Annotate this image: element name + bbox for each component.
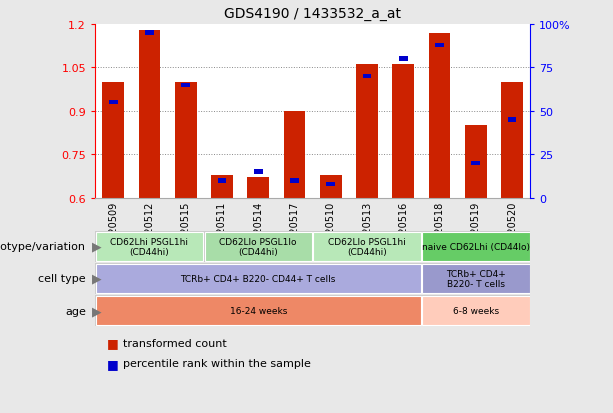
Bar bbox=[320, 175, 341, 198]
Bar bbox=[139, 31, 161, 198]
Bar bbox=[465, 126, 487, 198]
Bar bbox=[205, 233, 312, 261]
Text: ■: ■ bbox=[107, 357, 119, 370]
Bar bbox=[392, 65, 414, 198]
Text: 6-8 weeks: 6-8 weeks bbox=[453, 306, 499, 315]
Bar bbox=[363, 75, 371, 79]
Bar bbox=[175, 83, 197, 198]
Text: cell type: cell type bbox=[38, 273, 86, 284]
Text: ▶: ▶ bbox=[92, 272, 102, 285]
Bar bbox=[422, 297, 530, 325]
Bar bbox=[284, 112, 305, 198]
Text: CD62Lhi PSGL1hi
(CD44hi): CD62Lhi PSGL1hi (CD44hi) bbox=[110, 237, 188, 256]
Bar bbox=[471, 161, 480, 166]
Bar bbox=[399, 57, 408, 62]
Bar bbox=[96, 264, 421, 293]
Bar bbox=[326, 182, 335, 187]
Text: transformed count: transformed count bbox=[123, 338, 226, 348]
Text: ▶: ▶ bbox=[92, 304, 102, 317]
Text: TCRb+ CD4+ B220- CD44+ T cells: TCRb+ CD4+ B220- CD44+ T cells bbox=[181, 274, 336, 283]
Text: TCRb+ CD4+
B220- T cells: TCRb+ CD4+ B220- T cells bbox=[446, 269, 506, 288]
Text: percentile rank within the sample: percentile rank within the sample bbox=[123, 358, 310, 368]
Bar bbox=[145, 31, 154, 36]
Text: 16-24 weeks: 16-24 weeks bbox=[229, 306, 287, 315]
Bar bbox=[109, 101, 118, 105]
Bar bbox=[181, 83, 190, 88]
Bar bbox=[356, 65, 378, 198]
Bar bbox=[96, 297, 421, 325]
Bar bbox=[313, 233, 421, 261]
Text: genotype/variation: genotype/variation bbox=[0, 242, 86, 252]
Bar bbox=[428, 33, 451, 198]
Text: ■: ■ bbox=[107, 336, 119, 349]
Bar bbox=[248, 178, 269, 198]
Text: CD62Llo PSGL1hi
(CD44hi): CD62Llo PSGL1hi (CD44hi) bbox=[328, 237, 406, 256]
Bar bbox=[501, 83, 523, 198]
Bar bbox=[422, 233, 530, 261]
Text: age: age bbox=[65, 306, 86, 316]
Bar bbox=[211, 175, 233, 198]
Bar bbox=[508, 118, 517, 122]
Bar bbox=[422, 264, 530, 293]
Bar bbox=[435, 43, 444, 48]
Text: naive CD62Lhi (CD44lo): naive CD62Lhi (CD44lo) bbox=[422, 242, 530, 251]
Bar bbox=[102, 83, 124, 198]
Bar bbox=[96, 233, 203, 261]
Bar bbox=[290, 179, 299, 183]
Text: ▶: ▶ bbox=[92, 240, 102, 253]
Title: GDS4190 / 1433532_a_at: GDS4190 / 1433532_a_at bbox=[224, 7, 401, 21]
Text: CD62Llo PSGL1lo
(CD44hi): CD62Llo PSGL1lo (CD44hi) bbox=[219, 237, 297, 256]
Bar bbox=[218, 179, 226, 183]
Bar bbox=[254, 170, 262, 174]
